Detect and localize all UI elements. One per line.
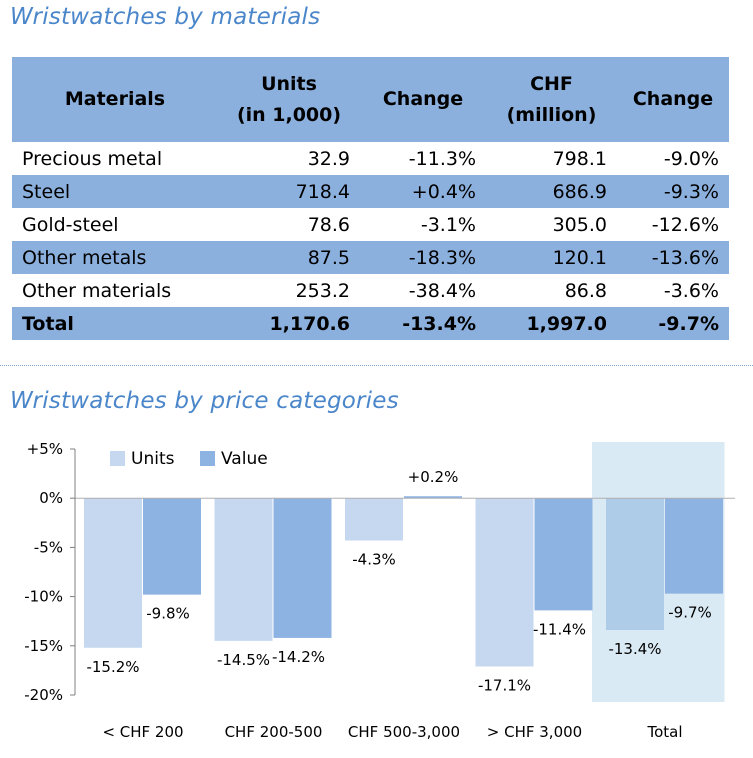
cell-units: 253.2 bbox=[295, 279, 350, 302]
cell-chf-change: -3.6% bbox=[663, 279, 719, 302]
materials-section-title: Wristwatches by materials bbox=[10, 4, 321, 30]
data-label-units: -15.2% bbox=[86, 658, 139, 676]
cell-units-change: -13.4% bbox=[360, 307, 486, 340]
cell-units: 32.9 bbox=[307, 147, 350, 170]
price-categories-chart: -15.2% -9.8% < CHF 200 -14.5% -14.2% CHF 200-… bbox=[24, 440, 735, 741]
y-tick-label: -5% bbox=[34, 538, 63, 556]
bar-units bbox=[475, 498, 534, 667]
bar-value bbox=[665, 498, 723, 594]
header-units-line: Units bbox=[261, 72, 317, 95]
data-label-units: -17.1% bbox=[478, 676, 531, 694]
cell-material: Steel bbox=[12, 175, 218, 208]
cell-material: Total bbox=[12, 307, 218, 340]
data-label-value: -11.4% bbox=[533, 620, 586, 638]
legend-swatch-value bbox=[200, 451, 215, 466]
data-label-units: -14.5% bbox=[217, 651, 270, 669]
cell-material: Other metals bbox=[12, 241, 218, 274]
cell-units-change: -11.3% bbox=[408, 147, 476, 170]
header-units: Units (in 1,000) bbox=[218, 57, 360, 142]
table-row: Gold-steel 78.6 -3.1% 305.0 -12.6% bbox=[12, 208, 729, 241]
category-label: CHF 200-500 bbox=[225, 723, 323, 741]
cell-units-change: -3.1% bbox=[420, 213, 476, 236]
category-label: > CHF 3,000 bbox=[487, 723, 582, 741]
table-row: Precious metal 32.9 -11.3% 798.1 -9.0% bbox=[12, 142, 729, 175]
bar-units bbox=[84, 498, 142, 648]
data-label-value: -9.7% bbox=[668, 604, 712, 622]
header-chf-line: (million) bbox=[506, 103, 597, 126]
price-section-title: Wristwatches by price categories bbox=[10, 388, 399, 414]
y-tick-label: +5% bbox=[27, 440, 63, 458]
data-label-units: -4.3% bbox=[352, 551, 396, 569]
header-units-change: Change bbox=[360, 57, 486, 142]
cell-chf: 120.1 bbox=[486, 241, 617, 274]
bar-value bbox=[273, 498, 332, 638]
bar-units bbox=[214, 498, 273, 641]
data-label-value: -9.8% bbox=[146, 605, 190, 623]
cell-chf-change: -9.3% bbox=[617, 175, 729, 208]
cell-material: Other materials bbox=[22, 279, 172, 302]
cell-material: Gold-steel bbox=[22, 213, 119, 236]
table-row: Steel 718.4 +0.4% 686.9 -9.3% bbox=[12, 175, 729, 208]
category-label: CHF 500-3,000 bbox=[348, 723, 460, 741]
bar-value bbox=[404, 496, 462, 499]
cell-units: 78.6 bbox=[307, 213, 350, 236]
section-divider bbox=[0, 365, 753, 366]
legend-swatch-units bbox=[110, 451, 125, 466]
bar-value bbox=[534, 498, 593, 611]
cell-chf: 1,997.0 bbox=[486, 307, 617, 340]
bar-units bbox=[606, 498, 664, 631]
cell-units: 87.5 bbox=[218, 241, 360, 274]
cell-chf: 86.8 bbox=[564, 279, 607, 302]
header-units-line: (in 1,000) bbox=[236, 103, 342, 126]
materials-table: Materials Units (in 1,000) Change CHF (mil… bbox=[12, 57, 729, 340]
y-tick-label: -10% bbox=[24, 588, 63, 606]
header-chf-change: Change bbox=[617, 57, 729, 142]
bar-value bbox=[143, 498, 201, 595]
cell-chf: 305.0 bbox=[552, 213, 607, 236]
header-materials: Materials bbox=[12, 57, 218, 142]
data-label-value: +0.2% bbox=[408, 468, 459, 486]
category-label: < CHF 200 bbox=[102, 723, 183, 741]
cell-material: Precious metal bbox=[22, 147, 163, 170]
cell-units-change: -18.3% bbox=[360, 241, 486, 274]
cell-chf: 798.1 bbox=[552, 147, 607, 170]
legend-label-value: Value bbox=[221, 449, 268, 469]
header-chf-line: CHF bbox=[530, 72, 573, 95]
cell-units: 1,170.6 bbox=[218, 307, 360, 340]
cell-chf-change: -12.6% bbox=[651, 213, 719, 236]
y-tick-label: 0% bbox=[39, 489, 63, 507]
bar-units bbox=[345, 498, 403, 541]
y-tick-label: -20% bbox=[24, 686, 63, 704]
table-total-row: Total 1,170.6 -13.4% 1,997.0 -9.7% bbox=[12, 307, 729, 340]
y-tick-label: -15% bbox=[24, 637, 63, 655]
cell-chf-change: -13.6% bbox=[617, 241, 729, 274]
cell-chf: 686.9 bbox=[486, 175, 617, 208]
legend-label-units: Units bbox=[131, 449, 175, 469]
cell-units: 718.4 bbox=[218, 175, 360, 208]
table-row: Other materials 253.2 -38.4% 86.8 -3.6% bbox=[12, 274, 729, 307]
data-label-value: -14.2% bbox=[272, 648, 325, 666]
cell-units-change: -38.4% bbox=[408, 279, 476, 302]
header-chf: CHF (million) bbox=[486, 57, 617, 142]
table-header-row: Materials Units (in 1,000) Change CHF (mil… bbox=[12, 57, 729, 142]
cell-units-change: +0.4% bbox=[360, 175, 486, 208]
category-label: Total bbox=[646, 723, 682, 741]
table-row: Other metals 87.5 -18.3% 120.1 -13.6% bbox=[12, 241, 729, 274]
data-label-units: -13.4% bbox=[608, 640, 661, 658]
cell-chf-change: -9.7% bbox=[617, 307, 729, 340]
cell-chf-change: -9.0% bbox=[663, 147, 719, 170]
